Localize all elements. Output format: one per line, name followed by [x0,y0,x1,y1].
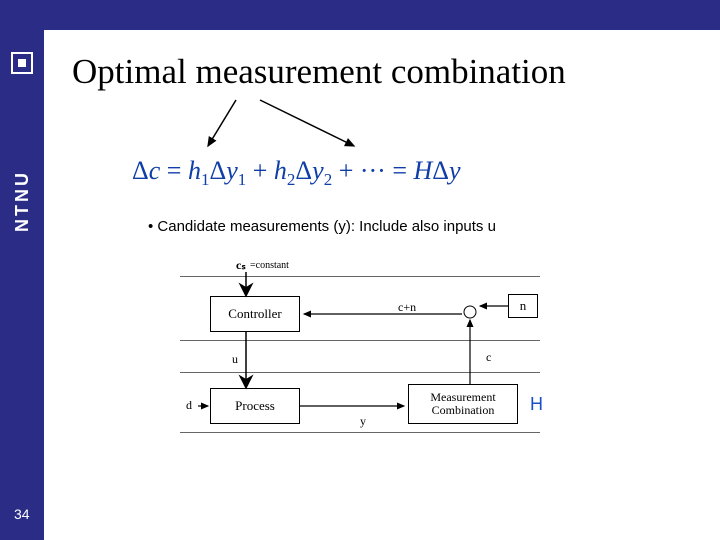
eq-s1b: 1 [238,170,247,189]
eq-delta-4: Δ [432,156,449,185]
title-part-1: Optimal [72,52,195,91]
title-part-3: combination [382,52,566,91]
eq-dots: + ··· = [332,156,413,185]
stub-4 [180,432,540,433]
noise-label: n [520,298,527,314]
const-label: =constant [250,260,289,271]
page-number: 34 [14,506,30,522]
eq-y: y [449,156,461,185]
side-band [0,0,44,540]
eq-c: c [149,156,161,185]
bullet-candidate: • Candidate measurements (y): Include al… [148,218,496,235]
slide-title: Optimal measurement combination [72,52,566,92]
y-label: y [360,414,366,429]
d-label: d [186,398,192,413]
eq-h2: h [274,156,287,185]
h-annotation: H [530,394,543,415]
eq-eq-1: = [160,156,188,185]
eq-delta-2: Δ [209,156,226,185]
meas-label-2: Combination [432,404,495,417]
eq-plus-1: + [246,156,274,185]
measurement-combination-box: Measurement Combination [408,384,518,424]
cplusn-label: c+n [398,300,416,315]
eq-delta-3: Δ [295,156,312,185]
stub-3 [180,372,540,373]
controller-box: Controller [210,296,300,332]
title-part-2: measurement [195,52,382,91]
eq-y2: y [312,156,324,185]
slide: NTNU Optimal measurement combination Δc … [0,0,720,540]
equation: Δc = h1Δy1 + h2Δy2 + ··· = HΔy [132,156,461,190]
eq-y1: y [226,156,238,185]
eq-h1: h [188,156,201,185]
controller-label: Controller [228,306,281,322]
ntnu-logo-text: NTNU [12,170,33,232]
cs-label: cₛ [236,258,246,273]
top-band [0,0,720,30]
stub-2 [180,340,540,341]
eq-s2b: 2 [324,170,333,189]
process-box: Process [210,388,300,424]
stub-1 [180,276,540,277]
ntnu-logo-inner-icon [18,59,26,67]
noise-box: n [508,294,538,318]
c-label: c [486,350,491,365]
eq-delta-1: Δ [132,156,149,185]
u-label: u [232,352,238,367]
eq-bigH: H [414,156,433,185]
process-label: Process [235,398,275,414]
